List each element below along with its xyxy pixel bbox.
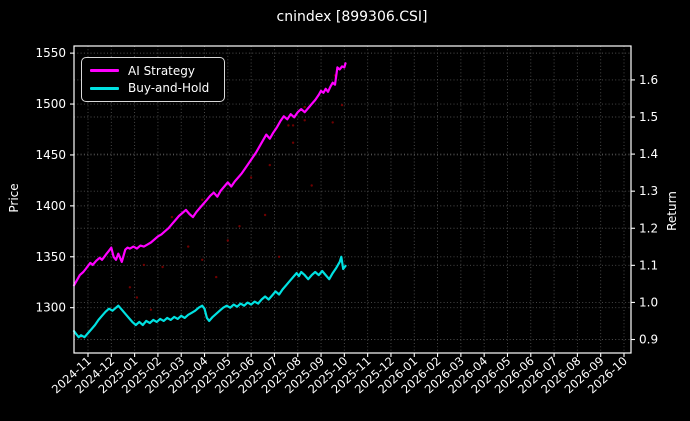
axis-ticks (70, 52, 635, 357)
return-tick-label: 1.0 (639, 295, 658, 309)
trade-dot (149, 308, 153, 311)
ai-strategy-line (72, 62, 347, 287)
price-tick-label: 1450 (35, 148, 66, 162)
trade-dot (291, 141, 295, 144)
chart-title: cnindex [899306.CSI] (276, 9, 428, 25)
price-tick-label: 1350 (35, 250, 66, 264)
trade-dot (277, 255, 281, 258)
trade-dot (287, 124, 290, 127)
price-tick-label: 1300 (35, 301, 66, 315)
return-tick-label: 1.6 (639, 73, 658, 87)
trade-dot (303, 119, 306, 122)
trade-dot (249, 176, 253, 179)
trade-dot (142, 263, 146, 267)
trade-dot (161, 265, 164, 269)
legend-row-ai-strategy: AI Strategy (90, 64, 216, 78)
trade-dot (331, 121, 334, 124)
trade-dot (201, 198, 204, 201)
return-tick-label: 1.2 (639, 221, 658, 235)
trade-dot (268, 163, 271, 167)
buy-and-hold-line (72, 255, 347, 339)
trade-dot (187, 245, 190, 248)
legend-label-ai-strategy: AI Strategy (128, 63, 195, 78)
trade-dot (135, 296, 139, 299)
legend-label-buy-and-hold: Buy-and-Hold (128, 81, 210, 96)
return-tick-label: 1.4 (639, 147, 658, 161)
trade-dot (263, 213, 267, 217)
trade-dot (238, 225, 241, 228)
ai-strategy-line-swatch (90, 69, 119, 73)
buy-and-hold-line-swatch (90, 86, 119, 90)
trade-markers (79, 74, 344, 339)
return-tick-label: 1.3 (639, 184, 658, 198)
legend: AI Strategy Buy-and-Hold (81, 57, 225, 102)
price-tick-label: 1550 (35, 46, 66, 60)
price-tick-label: 1500 (35, 97, 66, 111)
return-tick-label: 1.5 (639, 110, 658, 124)
trade-dot (226, 239, 229, 242)
return-tick-label: 1.1 (639, 258, 658, 272)
trade-dot (128, 286, 132, 289)
price-tick-label: 1400 (35, 199, 66, 213)
trade-dot (170, 215, 174, 219)
trade-dot (310, 184, 313, 187)
trade-dot (340, 103, 344, 107)
trade-dot (291, 124, 295, 127)
trade-dot (303, 105, 306, 109)
trade-dot (215, 275, 218, 279)
legend-row-buy-and-hold: Buy-and-Hold (90, 81, 216, 95)
return-tick-label: 0.9 (639, 333, 658, 347)
trade-dot (201, 258, 204, 261)
plot-border (73, 45, 632, 354)
